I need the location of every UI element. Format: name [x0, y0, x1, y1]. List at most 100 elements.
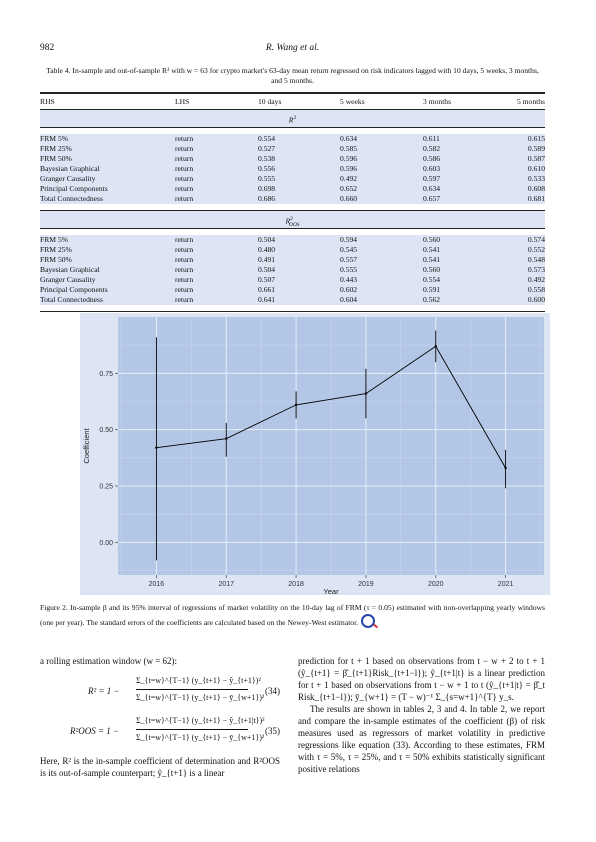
r2oos-cell-5weeks: 0.443 — [340, 274, 358, 284]
r2oos-cell-10days: 0.504 — [258, 234, 276, 244]
col-header-rhs: RHS — [40, 96, 55, 106]
table-header-rule — [40, 108, 545, 110]
r2oos-cell-rhs: Bayesian Graphical — [40, 264, 100, 274]
r2oos-cell-10days: 0.504 — [258, 264, 276, 274]
x-tick-label: 2016 — [149, 581, 165, 588]
eq35-numerator: Σ_{t=w}^{T−1} (y_{t+1} − ŷ_{t+1|t})² — [136, 716, 265, 725]
r2-cell-3months: 0.582 — [423, 143, 441, 153]
r2oos-cell-5weeks: 0.604 — [340, 294, 358, 304]
r2-cell-3months: 0.597 — [423, 173, 441, 183]
col-header-3months: 3 months — [423, 96, 452, 106]
r2-cell-rhs: FRM 5% — [40, 133, 69, 143]
r2-cell-5months: 0.589 — [527, 143, 545, 153]
r2-cell-5months: 0.608 — [527, 183, 545, 193]
r2oos-cell-5weeks: 0.594 — [340, 234, 358, 244]
r2oos-cell-5weeks: 0.557 — [340, 254, 358, 264]
table-bottom-rule — [40, 310, 545, 313]
r2-cell-5months: 0.533 — [527, 173, 545, 183]
eq35-number: (35) — [265, 726, 280, 736]
r2-cell-3months: 0.634 — [423, 183, 441, 193]
table-row: FRM 25% return 0.527 0.585 0.582 0.589 — [40, 144, 545, 154]
r2-cell-lhs: return — [175, 163, 194, 173]
table-row: Total Connectedness return 0.641 0.604 0.562… — [40, 295, 545, 305]
chart-svg: 2016 2017 2018 2019 2020 2021 0.00 0.25 0.50 0.75… — [80, 313, 550, 595]
r2oos-cell-rhs: FRM 25% — [40, 244, 72, 254]
col-header-lhs: LHS — [175, 96, 190, 106]
r2-cell-5weeks: 0.596 — [340, 153, 358, 163]
section2-body: FRM 5% return 0.504 0.594 0.560 0.574 FRM 25% r… — [40, 234, 545, 305]
y-tick-label: 0.25 — [99, 483, 113, 490]
data-point — [225, 437, 228, 440]
figure-caption: Figure 2. In-sample β and its 95% interv… — [40, 601, 545, 629]
running-head: R. Wang et al. — [265, 43, 320, 53]
r2-cell-3months: 0.611 — [423, 133, 440, 143]
table-row: Bayesian Graphical return 0.504 0.555 0.560 0… — [40, 265, 545, 275]
table-row: Granger Causality return 0.507 0.443 0.554 0.… — [40, 275, 545, 285]
equation-35: R²OOS = 1 − Σ_{t=w}^{T−1} (y_{t+1} − ŷ_{… — [40, 715, 280, 747]
section-label-r2: R2 — [288, 114, 297, 125]
table-row: FRM 50% return 0.491 0.557 0.541 0.548 — [40, 255, 545, 265]
table-top-rule — [40, 92, 545, 94]
r2-cell-3months: 0.603 — [423, 163, 441, 173]
table-row: Principal Components return 0.698 0.652 0.63… — [40, 184, 545, 194]
data-point — [155, 446, 158, 449]
r2-cell-rhs: FRM 25% — [40, 143, 72, 153]
eq34-denominator: Σ_{t=w}^{T−1} (y_{t+1} − ȳ_{w+1})² — [136, 692, 265, 702]
section2-rule — [40, 227, 545, 229]
eq34-number: (34) — [265, 686, 280, 696]
r2oos-cell-10days: 0.491 — [258, 254, 276, 264]
section1-rule — [40, 126, 545, 128]
x-tick-label: 2021 — [498, 581, 514, 588]
r2oos-cell-5months: 0.573 — [527, 264, 545, 274]
equation-34: R² = 1 − Σ_{t=w}^{T−1} (y_{t+1} − ŷ_{t+1… — [40, 675, 280, 707]
r2oos-cell-3months: 0.554 — [423, 274, 441, 284]
eq34-numerator: Σ_{t=w}^{T−1} (y_{t+1} − ŷ_{t+1})² — [136, 676, 261, 685]
r2oos-cell-10days: 0.480 — [258, 244, 276, 254]
y-tick-label: 0.00 — [99, 540, 113, 547]
r2-cell-10days: 0.527 — [258, 143, 276, 153]
r2-cell-10days: 0.556 — [258, 163, 276, 173]
table-header-row: RHS LHS 10 days 5 weeks 3 months 5 month… — [40, 94, 545, 109]
r2oos-cell-5weeks: 0.602 — [340, 284, 358, 294]
eq35-denominator: Σ_{t=w}^{T−1} (y_{t+1} − ȳ_{w+1})² — [136, 732, 265, 742]
r2-cell-rhs: Principal Components — [40, 183, 108, 193]
data-point — [504, 466, 507, 470]
crossmark-icon[interactable] — [361, 614, 376, 628]
r2oos-cell-10days: 0.507 — [258, 274, 276, 284]
x-tick-label: 2017 — [218, 581, 234, 588]
page-header: 982 R. Wang et al. — [40, 43, 545, 57]
r2oos-cell-lhs: return — [175, 294, 194, 304]
r2-cell-10days: 0.555 — [258, 173, 276, 183]
right-column: prediction for t + 1 based on observatio… — [298, 655, 545, 775]
r2-cell-lhs: return — [175, 193, 194, 203]
x-tick-label: 2020 — [428, 581, 444, 588]
r2-cell-5months: 0.610 — [527, 163, 545, 173]
eq34-lhs: R² = 1 − — [88, 686, 120, 696]
right-paragraph-2: The results are shown in tables 2, 3 and… — [298, 704, 545, 774]
r2-cell-5weeks: 0.660 — [340, 193, 358, 203]
r2oos-cell-5months: 0.558 — [527, 284, 545, 294]
data-point — [294, 403, 298, 407]
col-header-5months: 5 months — [516, 96, 545, 106]
r2-cell-lhs: return — [175, 173, 194, 183]
r2-cell-5weeks: 0.652 — [340, 183, 358, 193]
data-point — [434, 345, 437, 348]
table-row: Principal Components return 0.661 0.602 0.59… — [40, 285, 545, 295]
table-row: Bayesian Graphical return 0.556 0.596 0.603 0… — [40, 164, 545, 174]
series-line — [156, 345, 506, 469]
results-table: RHS LHS 10 days 5 weeks 3 months 5 month… — [40, 92, 545, 313]
left-paragraph: Here, R² is the in-sample coefficient of… — [40, 756, 280, 778]
section-label-r2oos: R2OOS — [285, 215, 300, 228]
eq35-lhs: R²OOS = 1 − — [70, 726, 120, 736]
data-point — [364, 392, 368, 395]
y-tick-label: 0.75 — [99, 371, 113, 378]
r2oos-cell-lhs: return — [175, 264, 194, 274]
r2-cell-5weeks: 0.634 — [340, 133, 358, 143]
r2oos-cell-3months: 0.541 — [423, 254, 441, 264]
table-row: Granger Causality return 0.555 0.492 0.597 0.… — [40, 174, 545, 184]
r2oos-cell-5months: 0.548 — [527, 254, 545, 264]
r2oos-cell-10days: 0.661 — [258, 284, 276, 294]
r2-cell-10days: 0.698 — [258, 183, 276, 193]
r2-cell-rhs: Granger Causality — [40, 173, 96, 183]
left-column: a rolling estimation window (w = 62): R²… — [40, 655, 280, 779]
